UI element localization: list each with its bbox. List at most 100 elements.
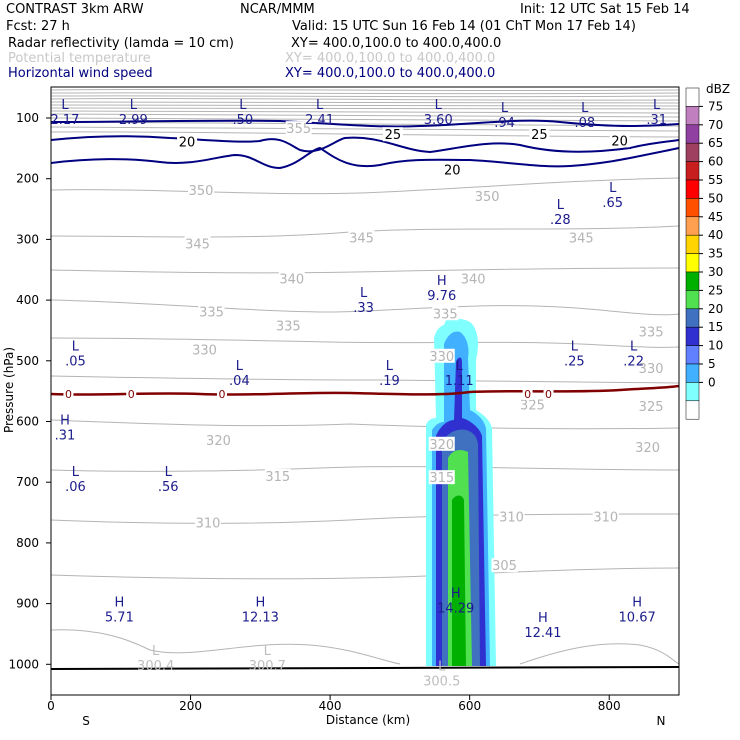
colorbar-label: 55 [708, 173, 723, 187]
colorbar-swatch [685, 124, 700, 144]
theta-335 [51, 299, 679, 316]
wind-label: 25 [531, 128, 548, 143]
theta-320 [51, 419, 679, 430]
colorbar-swatch [685, 234, 700, 254]
extremum-kind: L [360, 286, 368, 301]
freezing-level-line [51, 384, 679, 396]
extremum-value: 300.4 [137, 659, 174, 674]
theta-label: 330 [192, 344, 217, 359]
theta-upper-line [51, 92, 679, 95]
institution-label: NCAR/MMM [240, 2, 315, 17]
freezing-label: 0 [524, 388, 531, 401]
colorbar-label: 75 [708, 99, 723, 113]
colorbar-swatch [685, 142, 700, 162]
extremum-kind: L [130, 98, 138, 113]
colorbar-label: 70 [708, 118, 723, 132]
freezing-label: 0 [545, 388, 552, 401]
extremum-value: .33 [353, 301, 374, 316]
extremum-kind: L [316, 98, 324, 113]
extremum-kind: L [435, 98, 443, 113]
colorbar-label: 30 [708, 265, 723, 279]
colorbar-swatch [685, 400, 700, 420]
extremum-kind: L [239, 98, 247, 113]
extremum-kind: L [438, 659, 446, 674]
init-time: Init: 12 UTC Sat 15 Feb 14 [520, 2, 690, 17]
theta-label-bg [191, 342, 218, 357]
extremum-value: .05 [65, 354, 86, 369]
extremum-kind: L [72, 339, 80, 354]
colorbar-swatch [685, 179, 700, 199]
theta-label: 350 [475, 190, 500, 205]
wind-label-bg [382, 127, 403, 142]
extremum-kind: L [501, 101, 509, 116]
north-label: N [657, 714, 666, 728]
x-tick-label: 200 [179, 699, 202, 713]
theta-label-bg [428, 470, 455, 485]
wind-label-bg [442, 162, 463, 177]
extremum-kind: L [630, 339, 638, 354]
wind-25 [51, 119, 679, 128]
y-tick-label: 800 [16, 536, 39, 550]
extremum-kind: L [61, 98, 69, 113]
colorbar-label: 5 [708, 357, 716, 371]
valid-time: Valid: 15 UTC Sun 16 Feb 14 (01 ChT Mon … [292, 19, 636, 34]
theta-label-bg [198, 304, 225, 319]
x-axis-label: Distance (km) [326, 713, 410, 727]
extremum-value: .28 [550, 213, 571, 228]
extremum-value: 2.41 [305, 113, 334, 128]
theta-label-bg [474, 189, 501, 204]
theta-upper-line [51, 88, 679, 92]
theta-label: 330 [639, 362, 664, 377]
forecast-hour: Fcst: 27 h [6, 19, 70, 34]
refl-30 [452, 495, 466, 666]
theta-label-bg [460, 271, 487, 286]
upper-theta-bundle [51, 88, 679, 138]
freezing-label-bg [63, 388, 74, 400]
theta-label-bg [275, 318, 302, 333]
extremum-value: 12.41 [524, 626, 561, 641]
wind-label: 20 [611, 134, 628, 149]
theta-label-bg [491, 558, 518, 573]
extremum-kind: H [437, 274, 447, 289]
field1-name: Radar reflectivity (lamda = 10 cm) [8, 36, 234, 51]
model-title: CONTRAST 3km ARW [6, 2, 144, 17]
colorbar-label: 25 [708, 283, 723, 297]
extremum-value: .94 [494, 116, 515, 131]
theta-upper-line [51, 104, 679, 107]
extremum-value: 300.5 [423, 674, 460, 689]
colorbar-swatch [685, 161, 700, 181]
extrema-group: L2.17L2.99L.50L2.41L3.60L.94L.08L.31L.28… [50, 98, 667, 689]
theta-315 [51, 466, 679, 472]
colorbar-swatch [685, 216, 700, 236]
wind-label-bg [609, 133, 630, 148]
colorbar-label: 0 [708, 375, 716, 389]
colorbar-swatch [685, 290, 700, 310]
theta-label: 330 [429, 350, 454, 365]
freezing-label: 0 [218, 388, 225, 401]
freezing-label-bg [543, 388, 554, 400]
theta-upper-line [51, 107, 679, 110]
extremum-kind: L [456, 359, 464, 374]
theta-label: 315 [429, 471, 454, 486]
surface-line [51, 666, 679, 670]
extremum-kind: H [451, 587, 461, 602]
extremum-value: 3.60 [424, 113, 453, 128]
south-label: S [82, 714, 90, 728]
theta-upper-line [51, 110, 679, 114]
field2-xy: XY= 400.0,100.0 to 400.0,400.0 [285, 51, 496, 66]
theta-upper-line [51, 101, 679, 104]
theta-label: 355 [286, 122, 311, 137]
y-tick-label: 200 [16, 172, 39, 186]
wind-20-lower [51, 146, 679, 170]
theta-label-bg [428, 436, 455, 451]
extremum-value: 12.13 [242, 611, 279, 626]
colorbar-label: 40 [708, 228, 723, 242]
extremum-value: 1.11 [445, 374, 474, 389]
theta-330 [51, 337, 679, 348]
colorbar-swatch [685, 345, 700, 365]
x-tick-label: 800 [598, 699, 621, 713]
colorbar-swatch [685, 106, 700, 126]
extremum-kind: L [264, 644, 272, 659]
theta-label: 335 [199, 305, 224, 320]
colorbar-swatch [685, 308, 700, 328]
